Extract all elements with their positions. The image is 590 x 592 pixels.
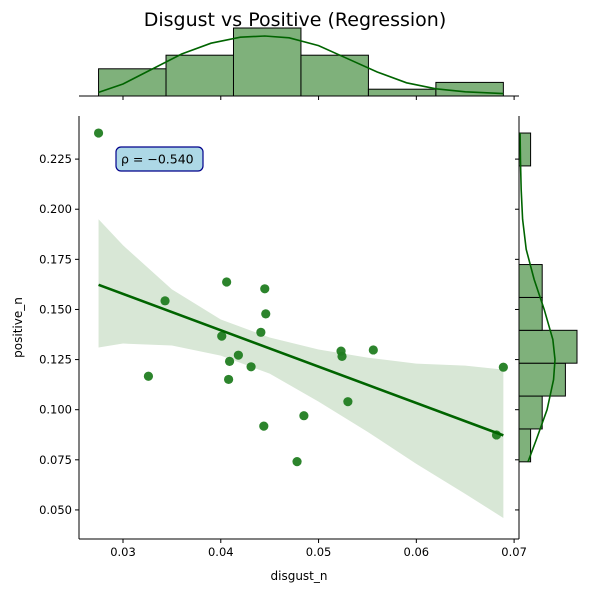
- scatter-point: [143, 371, 154, 381]
- x-tick-label: 0.06: [404, 545, 430, 559]
- right-kde-curve: [519, 133, 556, 463]
- scatter-point: [337, 351, 347, 361]
- top-histogram-bar: [98, 68, 167, 97]
- scatter-point: [256, 327, 266, 337]
- right-histogram-bar: [518, 296, 543, 331]
- annotation-box: [115, 146, 204, 172]
- right-histogram-bar: [518, 329, 578, 364]
- right-marginal-histogram: [515, 116, 578, 539]
- scatter-point: [224, 374, 234, 385]
- y-tick-label: 0.125: [39, 353, 72, 367]
- scatter-point: [368, 345, 378, 355]
- scatter-point: [217, 331, 227, 341]
- annotation-text: ρ = −0.540: [121, 152, 194, 167]
- right-histogram-bar: [518, 362, 566, 397]
- scatter-point: [160, 296, 170, 306]
- right-histogram-bar: [518, 395, 543, 430]
- top-histogram-bar: [367, 88, 437, 97]
- scatter-point: [259, 421, 269, 431]
- x-axis-ticks: 0.03 0.04 0.05 0.06 0.07: [110, 539, 527, 559]
- scatter-point: [292, 457, 302, 467]
- top-kde-curve: [98, 35, 504, 95]
- main-axes: [78, 116, 519, 540]
- scatter-point: [224, 356, 235, 366]
- chart-title: Disgust vs Positive (Regression): [144, 9, 447, 31]
- y-axis-ticks: 0.050 0.075 0.100 0.125 0.150 0.175 0.200 0.225: [39, 152, 79, 517]
- top-histogram-bar: [165, 54, 234, 97]
- top-marginal-histogram: [79, 27, 519, 100]
- y-tick-label: 0.150: [39, 302, 72, 316]
- scatter-point: [246, 362, 256, 372]
- scatter-point: [498, 362, 508, 372]
- scatter-point: [343, 397, 353, 407]
- y-tick-label: 0.175: [39, 252, 72, 266]
- x-axis-label: disgust_n: [271, 569, 328, 583]
- correlation-annotation: ρ = −0.540: [115, 146, 204, 172]
- scatter-points: [93, 128, 508, 467]
- confidence-band: [98, 219, 504, 518]
- scatter-point: [261, 309, 271, 319]
- scatter-point: [260, 284, 270, 294]
- scatter-point: [222, 277, 232, 287]
- y-tick-label: 0.050: [39, 503, 72, 517]
- top-histogram-bar: [300, 54, 369, 97]
- scatter-point: [299, 411, 309, 421]
- y-tick-label: 0.075: [39, 453, 72, 467]
- regression-line: [98, 283, 504, 437]
- y-tick-label: 0.225: [39, 152, 72, 166]
- scatter-point: [233, 350, 243, 360]
- y-axis-label: positive_n: [11, 297, 25, 358]
- x-tick-label: 0.05: [306, 545, 332, 559]
- y-tick-label: 0.200: [39, 202, 72, 216]
- x-tick-label: 0.04: [208, 545, 234, 559]
- x-tick-label: 0.07: [501, 545, 527, 559]
- scatter-point: [93, 128, 104, 138]
- y-tick-label: 0.100: [39, 403, 72, 417]
- x-tick-label: 0.03: [110, 545, 136, 559]
- right-histogram-bar: [518, 428, 532, 463]
- scatter-regression-panel: ρ = −0.540 0.03 0.04 0.05 0.06 0.07 0.0500.0…: [11, 116, 527, 583]
